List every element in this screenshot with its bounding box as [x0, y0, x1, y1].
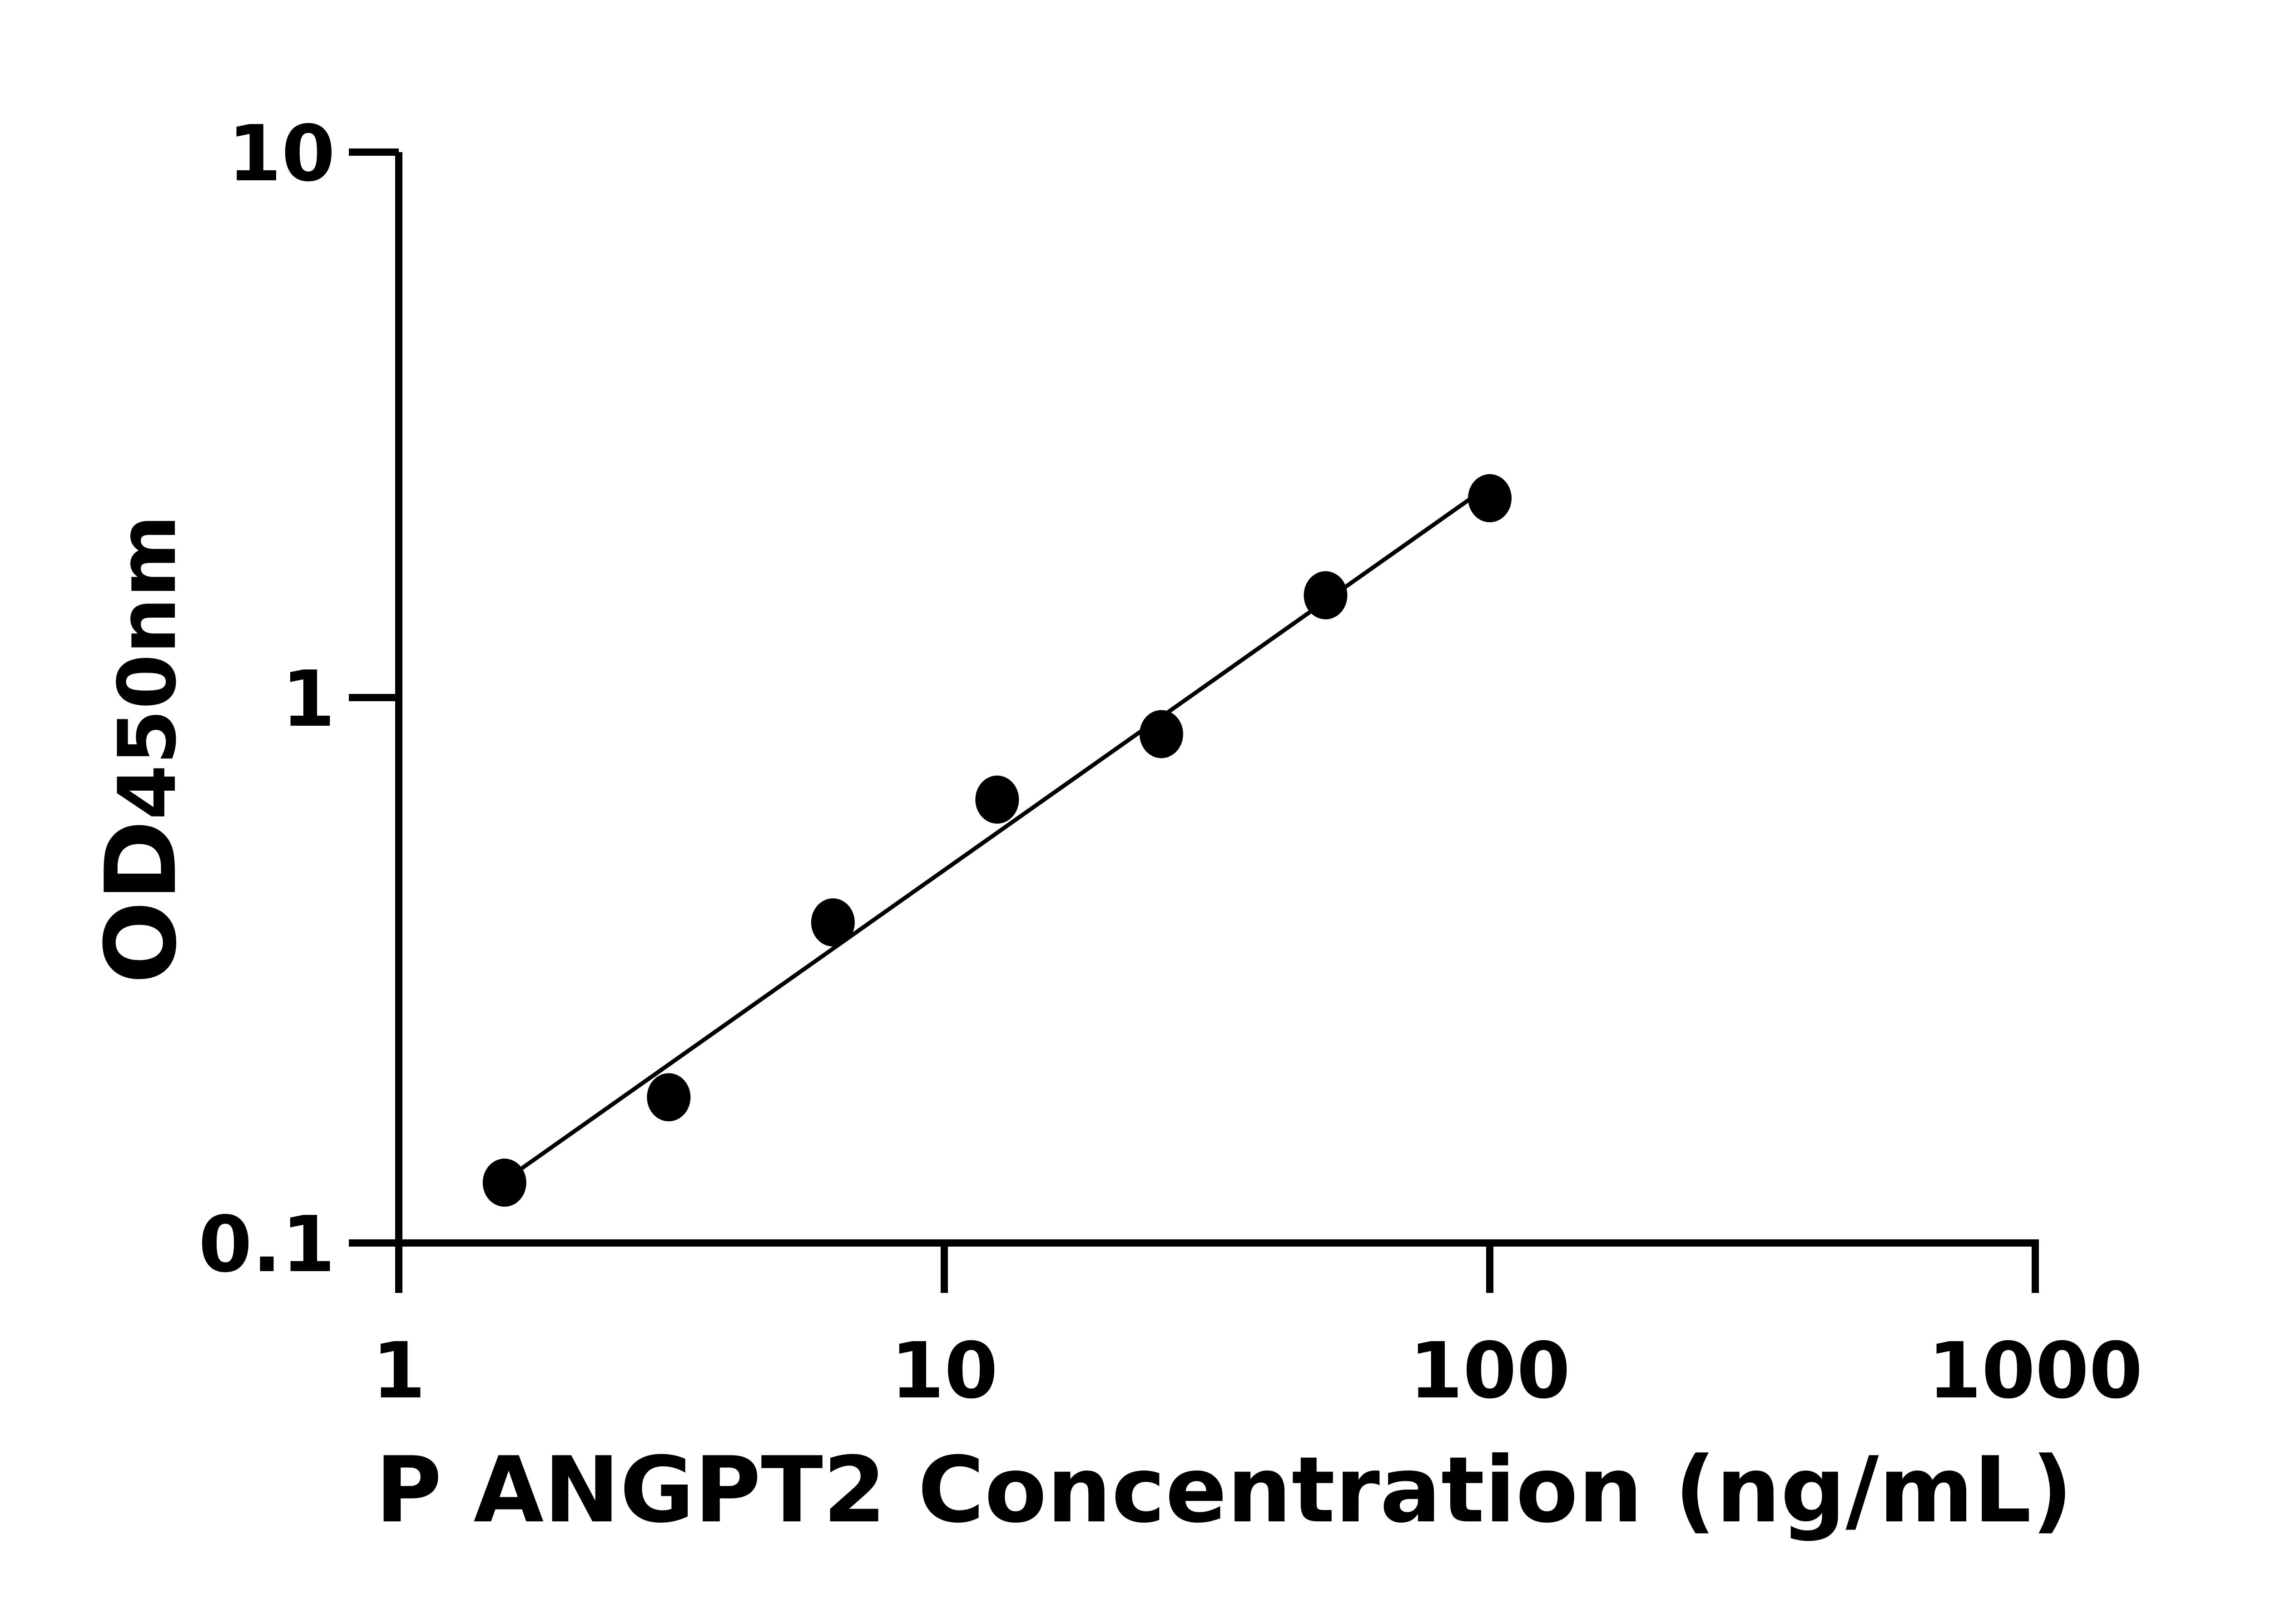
x-tick-label: 1 — [372, 1326, 426, 1416]
data-points — [482, 474, 1512, 1207]
x-tick-labels: 1 10 100 1000 — [372, 1326, 2143, 1416]
data-point — [1304, 571, 1348, 619]
y-axis-title: OD450nm — [84, 515, 198, 984]
y-axis-title-main: OD — [84, 820, 198, 984]
y-tick-label: 10 — [228, 109, 335, 199]
data-point — [975, 775, 1019, 824]
x-axis-title: P ANGPT2 Concentration (ng/mL) — [375, 1437, 2073, 1543]
x-tick-label: 1000 — [1928, 1326, 2142, 1416]
data-point — [1468, 474, 1512, 523]
x-tick-label: 100 — [1409, 1326, 1571, 1416]
axes — [349, 149, 2039, 1293]
data-point — [811, 898, 855, 947]
x-tick-label: 10 — [891, 1326, 998, 1416]
y-tick-label: 1 — [282, 654, 335, 744]
data-point — [482, 1159, 526, 1207]
data-point — [1139, 710, 1183, 758]
y-tick-label: 0.1 — [198, 1200, 335, 1290]
y-axis-title-sub: 450nm — [102, 515, 194, 820]
y-tick-labels: 0.1 1 10 — [198, 109, 335, 1290]
data-point — [647, 1073, 691, 1122]
